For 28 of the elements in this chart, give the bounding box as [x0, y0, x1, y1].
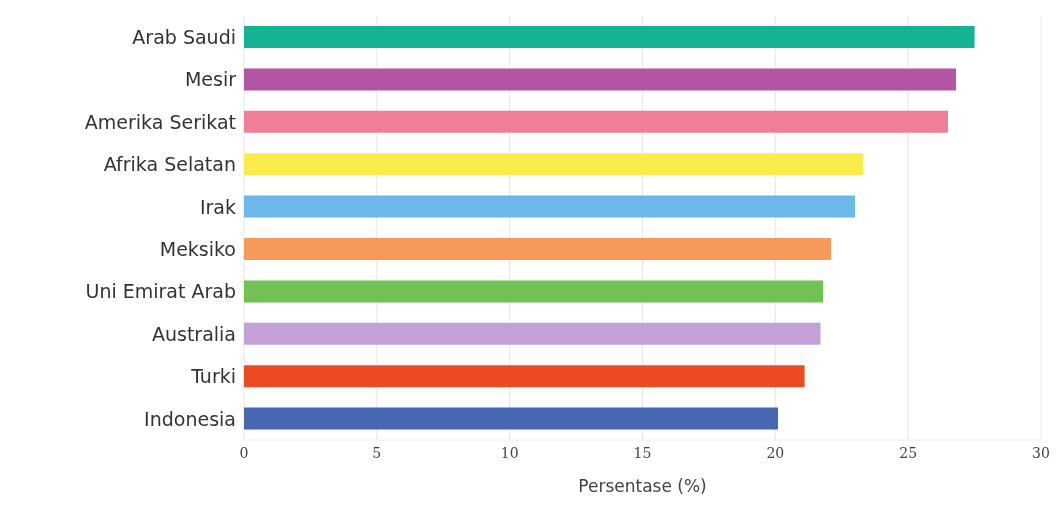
bar: [244, 153, 863, 176]
x-tick-label: 25: [899, 444, 918, 461]
x-tick-label: 0: [239, 444, 249, 461]
bar: [244, 195, 856, 218]
x-tick-label: 30: [1032, 444, 1050, 461]
x-tick-label: 10: [500, 444, 519, 461]
x-axis-title: Persentase (%): [578, 476, 707, 496]
y-tick-label: Australia: [151, 322, 236, 345]
y-tick-label: Amerika Serikat: [84, 110, 236, 133]
y-tick-label: Uni Emirat Arab: [85, 280, 236, 303]
y-tick-label: Arab Saudi: [132, 25, 236, 48]
y-tick-label: Meksiko: [159, 237, 236, 260]
bar: [244, 110, 949, 133]
y-tick-label: Indonesia: [144, 407, 236, 430]
bar: [244, 238, 832, 260]
y-tick-label: Turki: [190, 365, 236, 388]
y-tick-label: Irak: [199, 195, 236, 218]
bar: [244, 68, 956, 91]
bar: [244, 280, 824, 303]
y-tick-label: Mesir: [184, 68, 237, 91]
bar: [244, 322, 821, 345]
x-tick-label: 15: [633, 444, 652, 461]
bar: [244, 407, 778, 430]
bar: [244, 365, 805, 388]
x-tick-label: 5: [372, 444, 382, 461]
x-tick-label: 20: [766, 444, 785, 461]
bar: [244, 26, 975, 48]
y-tick-label: Afrika Selatan: [103, 153, 236, 176]
